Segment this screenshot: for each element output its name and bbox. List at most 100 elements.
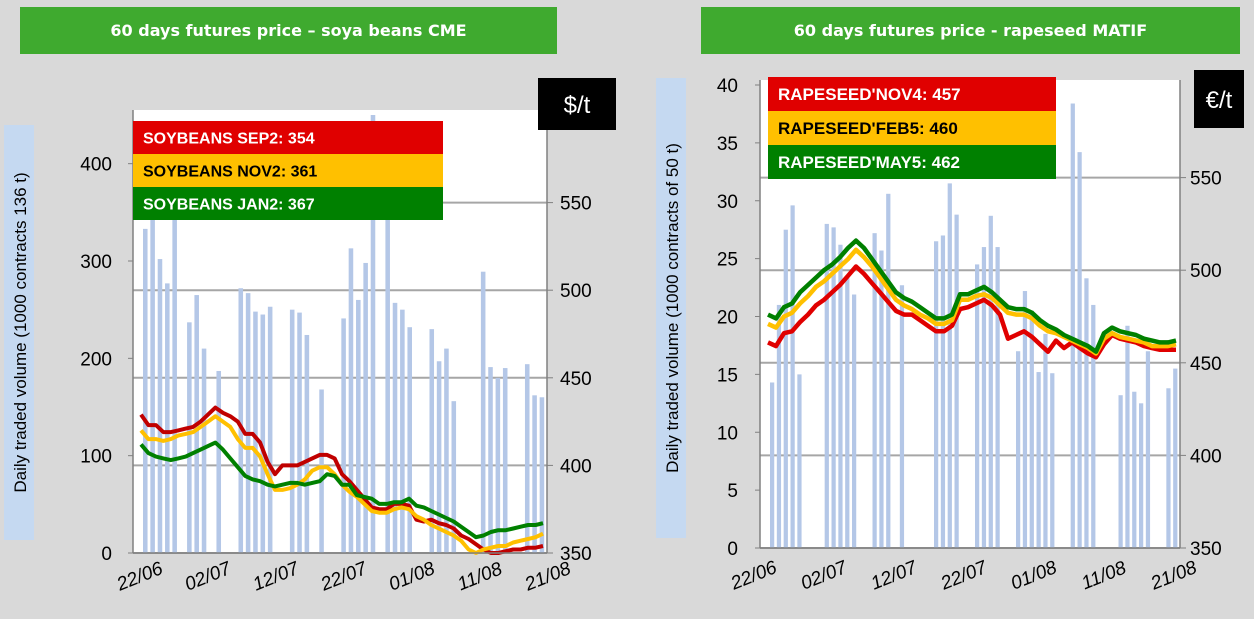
volume-bar [216,370,222,553]
volume-bar [934,241,939,548]
y2-axis-label: $/t [564,92,591,119]
y-axis-label-box [656,78,686,538]
volume-bar [165,283,170,553]
volume-bar [370,115,376,553]
volume-bar [1016,351,1021,548]
y-tick-label: 0 [101,544,112,565]
volume-bar [776,304,782,548]
volume-bar [1118,395,1123,548]
volume-bar [981,247,987,549]
volume-bar [238,288,244,553]
price-line [767,238,1177,354]
volume-bar [143,228,148,553]
y-tick-label: 10 [717,423,738,444]
volume-bar [940,235,946,548]
y2-tick-label: 550 [560,194,592,215]
legend-label: RAPESEED'MAY5: 462 [778,153,960,172]
volume-bar [253,311,258,553]
volume-bar [995,247,1000,549]
y-tick-label: 100 [80,447,112,468]
volume-bar [790,205,795,548]
legend-label: RAPESEED'NOV4: 457 [778,85,961,104]
legend-label: SOYBEANS NOV2: 361 [143,164,317,181]
y2-tick-label: 450 [560,369,592,390]
volume-bar [1125,325,1130,548]
volume-bar [947,183,952,548]
legend-label: SOYBEANS SEP2: 354 [143,131,315,148]
y-tick-label: 35 [717,134,738,155]
volume-bar [1166,388,1171,548]
x-tick-label: 11/08 [1079,557,1130,594]
y2-tick-label: 450 [1190,354,1222,375]
y-tick-label: 30 [717,192,738,213]
volume-bar [1022,291,1028,548]
volume-bar [797,374,802,548]
volume-bar [201,348,207,553]
volume-bar [886,193,891,548]
volume-bar [245,293,251,553]
volume-bar [783,229,788,548]
y-tick-label: 0 [727,539,738,560]
volume-bar [363,262,368,553]
legend-label: RAPESEED'FEB5: 460 [778,119,958,138]
y-tick-label: 400 [80,155,112,176]
unit-label-box [1194,70,1244,128]
volume-bar [444,348,449,553]
volume-bar [172,173,177,553]
volume-bar [392,302,398,553]
volume-bar [524,364,530,553]
y2-tick-label: 400 [1190,446,1222,467]
price-line [767,247,1177,356]
volume-bar [954,214,959,548]
y-axis-label: Daily traded volume (1000 contracts of 5… [663,143,682,473]
x-tick-label: 01/08 [1008,557,1060,594]
volume-bar [831,227,836,548]
y2-tick-label: 350 [1190,539,1222,560]
legend-label: SOYBEANS JAN2: 367 [143,197,315,214]
y2-tick-label: 550 [1190,169,1222,190]
chart-title: 60 days futures price – soya beans CME [20,7,557,54]
volume-bar [451,401,457,553]
unit-label-box [538,78,616,130]
volume-bar [1036,372,1041,548]
volume-bar [260,314,266,553]
price-line [767,264,1176,360]
y-tick-label: 40 [717,76,738,97]
volume-bar [319,389,324,553]
volume-bar [157,259,163,553]
volume-bar [1145,351,1151,548]
volume-bar [429,329,435,553]
y2-tick-label: 400 [560,456,592,477]
volume-bar [150,202,155,553]
volume-bar [532,395,537,553]
y2-axis-label: €/t [1206,87,1233,114]
legend-entry [133,121,443,154]
volume-bar [267,306,273,553]
volume-bar [845,277,850,548]
volume-bar [872,233,877,548]
volume-bar [1139,403,1144,548]
y-tick-label: 300 [80,252,112,273]
x-tick-label: 12/07 [868,557,921,595]
volume-bar [304,334,310,553]
y-tick-label: 15 [717,365,738,386]
x-tick-label: 21/08 [1147,557,1200,595]
volume-bar [480,271,486,553]
volume-bar [770,382,775,548]
y-tick-label: 5 [727,481,738,502]
legend-entry [768,111,1056,145]
volume-bar [879,250,884,548]
volume-bar [975,264,980,548]
volume-bar [824,223,829,548]
volume-bar [400,309,405,553]
volume-bar [385,192,390,553]
legend-entry [768,77,1056,111]
volume-bar [297,312,302,553]
volume-bar [1050,373,1055,548]
y-tick-label: 20 [717,308,738,329]
volume-bar [988,215,993,549]
x-tick-label: 22/06 [727,557,780,595]
volume-bar [838,244,843,549]
y-tick-label: 25 [717,250,738,271]
